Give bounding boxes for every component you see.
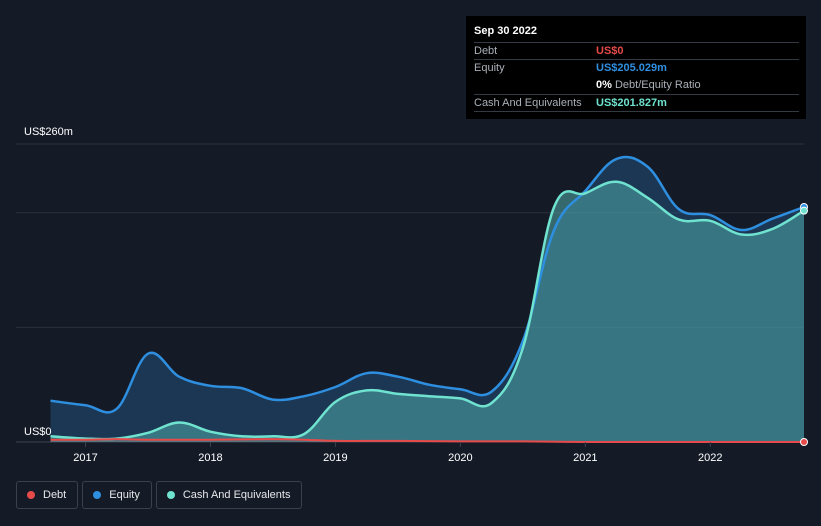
legend-item-debt[interactable]: Debt bbox=[16, 481, 79, 509]
chart-legend: Debt Equity Cash And Equivalents bbox=[16, 481, 306, 509]
legend-dot-equity bbox=[93, 491, 102, 499]
line-equity bbox=[50, 155, 805, 414]
x-tick-label-2021: 2021 bbox=[573, 452, 597, 464]
tooltip-cash-label: Cash And Equivalents bbox=[474, 97, 582, 109]
legend-label-equity: Equity bbox=[109, 489, 140, 501]
tooltip-ratio-label: Debt/Equity Ratio bbox=[614, 79, 701, 91]
tooltip-cash-value: US$201.827m bbox=[596, 97, 667, 109]
tooltip-debt-value: US$0 bbox=[596, 45, 624, 57]
tooltip-equity-value: US$205.029m bbox=[596, 62, 667, 74]
legend-label-debt: Debt bbox=[43, 489, 67, 501]
line-debt bbox=[50, 438, 804, 444]
tooltip-equity-label: Equity bbox=[474, 62, 505, 74]
end-marker-debt bbox=[800, 438, 808, 446]
tooltip-debt-row: Debt US$0 bbox=[474, 42, 799, 59]
series-areas bbox=[50, 157, 804, 443]
y-axis-top-label: US$260m bbox=[24, 126, 73, 138]
end-markers bbox=[800, 203, 808, 446]
x-tick-label-2019: 2019 bbox=[323, 452, 347, 464]
legend-dot-debt bbox=[27, 491, 35, 499]
legend-item-cash[interactable]: Cash And Equivalents bbox=[155, 481, 303, 509]
data-tooltip: Sep 30 2022 Debt US$0 Equity US$205.029m… bbox=[466, 16, 806, 119]
x-tick-label-2020: 2020 bbox=[448, 452, 472, 464]
tooltip-cash-row: Cash And Equivalents US$201.827m bbox=[474, 94, 799, 112]
legend-label-cash: Cash And Equivalents bbox=[182, 489, 291, 501]
legend-dot-cash bbox=[166, 491, 175, 499]
legend-item-equity[interactable]: Equity bbox=[82, 481, 152, 509]
end-marker-cash bbox=[800, 206, 808, 215]
series-lines bbox=[50, 155, 805, 444]
x-tick-label-2018: 2018 bbox=[198, 452, 222, 464]
area-cash bbox=[50, 181, 804, 443]
x-axis-ticks: 2017 2018 2019 2020 2021 2022 bbox=[73, 442, 723, 464]
tooltip-ratio-pct: 0% bbox=[596, 79, 612, 91]
tooltip-debt-label: Debt bbox=[474, 45, 498, 57]
line-cash bbox=[50, 180, 805, 441]
x-tick-label-2022: 2022 bbox=[698, 452, 722, 464]
y-axis-bottom-label: US$0 bbox=[24, 426, 52, 438]
tooltip-equity-row: Equity US$205.029m 0% Debt/Equity Ratio bbox=[474, 59, 799, 94]
x-tick-label-2017: 2017 bbox=[73, 452, 97, 464]
tooltip-date: Sep 30 2022 bbox=[474, 25, 537, 37]
